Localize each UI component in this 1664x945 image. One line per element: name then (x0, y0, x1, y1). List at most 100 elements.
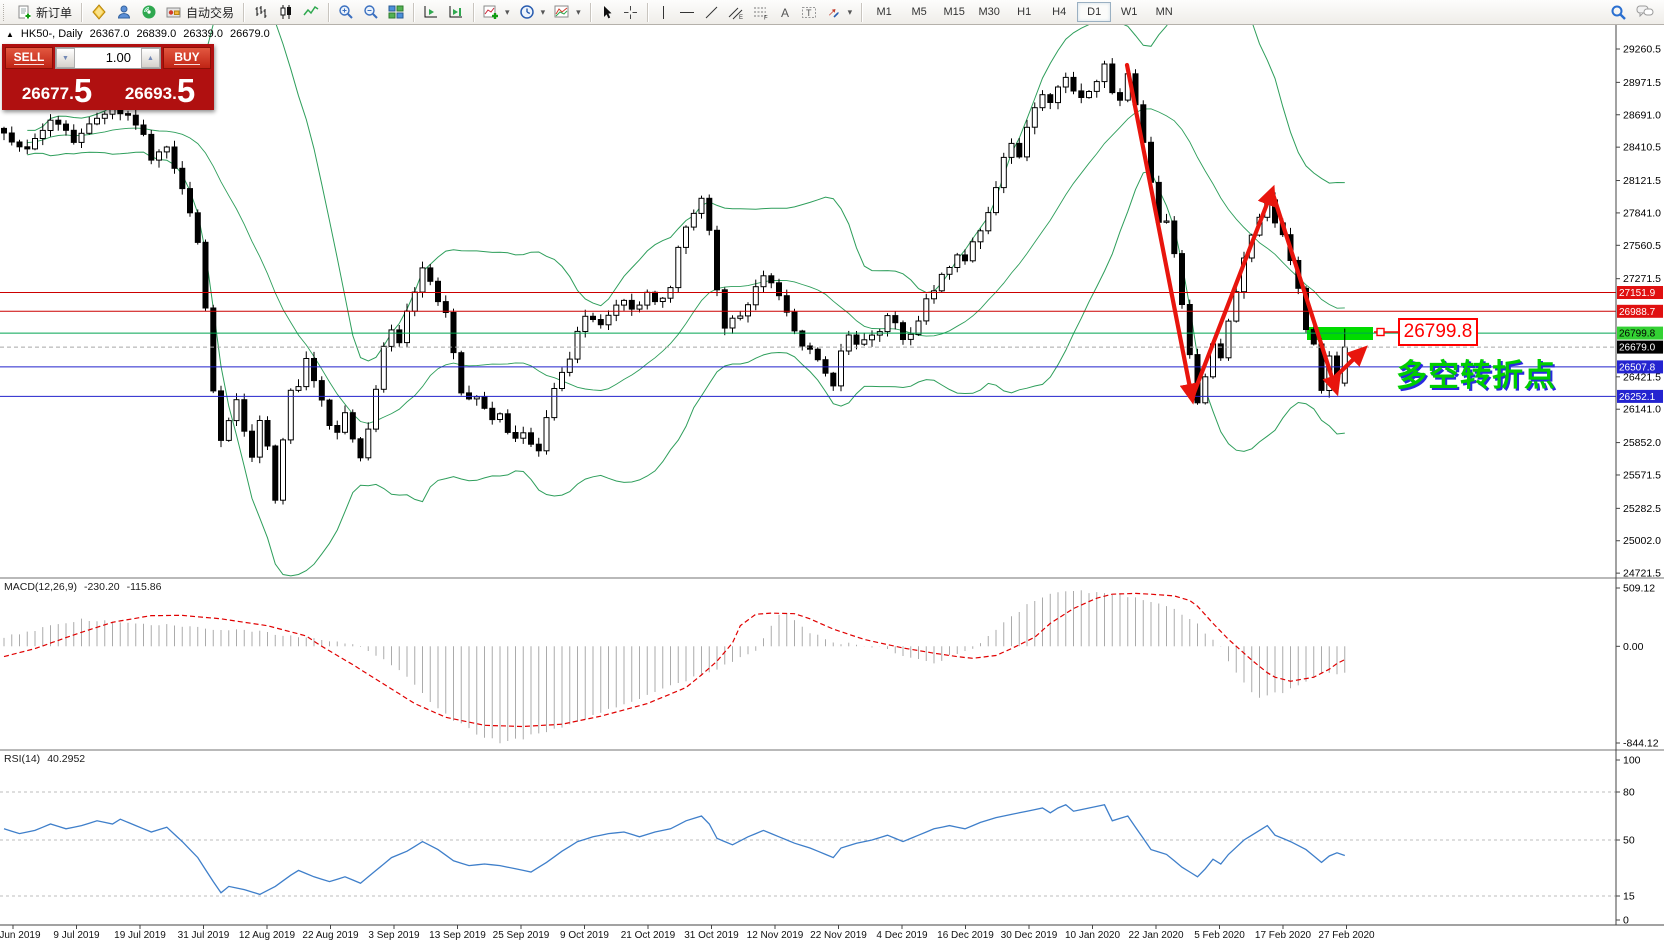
text-label-tool[interactable]: T (797, 2, 821, 23)
chart-shift-button[interactable] (444, 2, 468, 23)
symbol-info: ▲ HK50-, Daily 26367.0 26839.0 26339.0 2… (6, 28, 270, 40)
svg-text:21 Oct 2019: 21 Oct 2019 (621, 930, 676, 941)
svg-text:3 Sep 2019: 3 Sep 2019 (368, 930, 420, 941)
tile-windows-button[interactable] (384, 2, 408, 23)
svg-text:29260.5: 29260.5 (1623, 44, 1661, 56)
svg-text:10 Jan 2020: 10 Jan 2020 (1065, 930, 1120, 941)
macd-signal-line (3, 592, 1346, 728)
new-order-button[interactable]: 新订单 (13, 2, 76, 23)
svg-text:12 Aug 2019: 12 Aug 2019 (239, 930, 296, 941)
svg-text:27841.0: 27841.0 (1623, 207, 1661, 219)
horizontal-line-tool[interactable] (675, 2, 699, 23)
search-icon (1611, 5, 1626, 20)
community-button[interactable] (112, 2, 136, 23)
svg-text:26141.0: 26141.0 (1623, 404, 1661, 416)
ohlc-open: 26367.0 (89, 28, 130, 40)
vline-icon (662, 5, 664, 19)
auto-scroll-button[interactable] (419, 2, 443, 23)
svg-text:4 Dec 2019: 4 Dec 2019 (876, 930, 928, 941)
autotrading-icon (166, 7, 181, 17)
arrows-tool[interactable] (822, 2, 857, 23)
svg-text:22 Aug 2019: 22 Aug 2019 (302, 930, 359, 941)
time-axis[interactable]: 26 Jun 2019 9 Jul 2019 19 Jul 2019 31 Jul 2… (0, 925, 1375, 941)
periods-button[interactable] (515, 2, 550, 23)
text-tool[interactable]: A (774, 2, 796, 23)
zoom-out-button[interactable] (359, 2, 383, 23)
market-button[interactable] (87, 2, 111, 23)
channel-tool[interactable]: E (724, 2, 748, 23)
svg-text:22 Nov 2019: 22 Nov 2019 (810, 930, 867, 941)
svg-text:16 Dec 2019: 16 Dec 2019 (937, 930, 994, 941)
chart-bars-button[interactable] (249, 2, 273, 23)
collapse-triangle-icon[interactable]: ▲ (6, 29, 14, 39)
vertical-line-tool[interactable] (653, 2, 674, 23)
equidistant-channel-icon: E (728, 7, 743, 20)
volume-input[interactable]: 1.00 (105, 50, 131, 65)
svg-text:26679.0: 26679.0 (1619, 343, 1656, 354)
timeframe-m5[interactable]: M5 (911, 6, 927, 18)
svg-text:31 Jul 2019: 31 Jul 2019 (178, 930, 230, 941)
line-chart-icon (303, 5, 319, 16)
autotrading-button[interactable]: 自动交易 (162, 2, 238, 23)
timeframe-h4[interactable]: H4 (1052, 6, 1067, 18)
svg-text:30 Dec 2019: 30 Dec 2019 (1001, 930, 1058, 941)
signals-button[interactable] (137, 2, 161, 23)
macd-histogram (3, 590, 1346, 744)
svg-text:27 Feb 2020: 27 Feb 2020 (1318, 930, 1375, 941)
svg-text:F: F (764, 15, 768, 20)
price-lines[interactable] (0, 292, 1616, 397)
svg-text:27560.5: 27560.5 (1623, 240, 1661, 252)
search-button[interactable] (1606, 2, 1631, 23)
panel-separators[interactable] (0, 25, 1664, 926)
buy-price[interactable]: 26693. 5 (124, 72, 195, 109)
timeframe-h1[interactable]: H1 (1017, 6, 1032, 18)
indicators-button[interactable] (479, 2, 514, 23)
text-icon: A (781, 6, 789, 20)
volume-increase-button[interactable]: ▲ (141, 48, 160, 68)
chat-button[interactable] (1632, 2, 1658, 23)
volume-decrease-button[interactable]: ▼ (56, 48, 75, 68)
trendline-tool[interactable] (700, 2, 723, 23)
price-annotation-label[interactable]: 26799.8 (1398, 318, 1478, 346)
timeframe-m15[interactable]: M15 (943, 6, 965, 18)
svg-text:27271.5: 27271.5 (1623, 273, 1661, 285)
chart-candles-button[interactable] (274, 2, 298, 23)
toolbar-separator (328, 2, 330, 22)
svg-text:24721.5: 24721.5 (1623, 568, 1661, 580)
svg-text:26421.5: 26421.5 (1623, 371, 1661, 383)
toolbar-separator (473, 2, 475, 22)
svg-text:50: 50 (1623, 835, 1635, 847)
svg-text:28121.5: 28121.5 (1623, 175, 1661, 187)
toolbar-separator (413, 2, 415, 22)
price-axis[interactable]: 29260.5 28971.5 28691.0 28410.5 28121.5 27841… (1616, 44, 1663, 927)
zoom-in-icon (339, 5, 353, 19)
trend-arrows[interactable] (1124, 62, 1368, 405)
crosshair-button[interactable] (619, 2, 642, 23)
macd-name: MACD(12,26,9) (4, 581, 77, 593)
fibonacci-tool[interactable]: F (749, 2, 773, 23)
toolbar-drag-handle[interactable] (3, 3, 9, 21)
chat-icon (1636, 5, 1654, 18)
macd-value: -230.20 (83, 581, 120, 593)
timeframe-d1[interactable]: D1 (1077, 2, 1112, 22)
svg-text:27151.9: 27151.9 (1619, 288, 1656, 299)
toolbar-separator (861, 2, 863, 22)
chart-line-button[interactable] (299, 2, 323, 23)
timeframe-mn[interactable]: MN (1155, 6, 1173, 18)
svg-text:26507.8: 26507.8 (1619, 362, 1656, 373)
svg-text:0: 0 (1623, 915, 1629, 927)
timeframe-w1[interactable]: W1 (1120, 6, 1138, 18)
timeframe-m1[interactable]: M1 (876, 6, 892, 18)
svg-text:13 Sep 2019: 13 Sep 2019 (429, 930, 486, 941)
svg-text:26799.8: 26799.8 (1619, 329, 1656, 340)
svg-text:25 Sep 2019: 25 Sep 2019 (493, 930, 550, 941)
buy-button[interactable]: BUY (163, 47, 211, 69)
templates-button[interactable] (550, 2, 585, 23)
clock-icon (519, 5, 534, 19)
sell-button[interactable]: SELL (5, 47, 53, 69)
sell-price[interactable]: 26677. 5 (21, 72, 92, 109)
cursor-button[interactable] (596, 2, 618, 23)
timeframe-m30[interactable]: M30 (978, 6, 1000, 18)
zoom-in-button[interactable] (334, 2, 358, 23)
